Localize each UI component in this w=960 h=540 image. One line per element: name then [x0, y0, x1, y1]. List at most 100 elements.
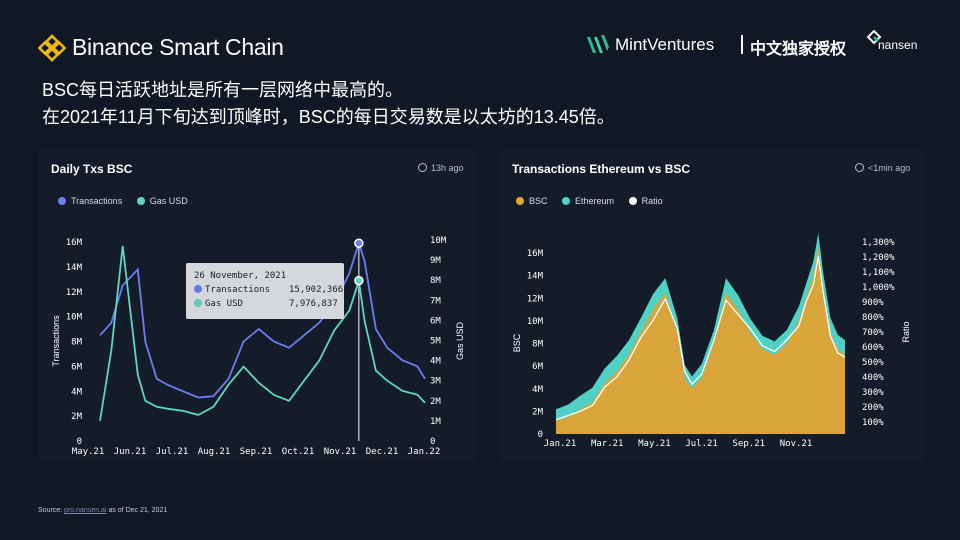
x-tick-label: May.21	[638, 439, 671, 449]
y2-tick-label: 2M	[430, 397, 441, 407]
y2-tick-label: 500%	[862, 358, 884, 368]
bsc-logo-icon	[38, 34, 66, 62]
chart-legend: BSC Ethereum Ratio	[516, 196, 675, 206]
legend-item-ethereum[interactable]: Ethereum	[562, 196, 614, 206]
x-tick-label: Aug.21	[198, 447, 231, 457]
mint-ventures-logo-icon	[587, 35, 609, 53]
exclusive-label: 中文独家授权	[750, 41, 847, 58]
chart-legend: Transactions Gas USD	[58, 196, 200, 206]
series-area-bsc	[556, 247, 845, 434]
daily-txs-panel: Daily Txs BSC 13h ago Transactions Gas U…	[38, 150, 476, 462]
y2-tick-label: 600%	[862, 343, 884, 353]
panel-title: Transactions Ethereum vs BSC	[512, 162, 691, 176]
x-tick-label: Mar.21	[591, 439, 624, 449]
y2-axis-title: Gas USD	[455, 321, 465, 360]
y2-tick-label: 200%	[862, 403, 884, 413]
y2-tick-label: 3M	[430, 377, 441, 387]
clock-icon	[855, 163, 864, 172]
x-tick-label: Jul.21	[685, 439, 718, 449]
nansen-logo-icon	[866, 30, 882, 45]
page-header: Binance Smart Chain MintVentures 中文独家授权 …	[0, 0, 960, 70]
tooltip-dot-icon	[194, 299, 202, 307]
source-note: Source: pro.nansen.ai as of Dec 21, 2021	[38, 507, 168, 514]
series-line-ratio	[555, 256, 846, 421]
legend-item-ratio[interactable]: Ratio	[628, 196, 663, 206]
x-tick-label: Jan.22	[408, 447, 441, 457]
series-line-gas-usd	[99, 245, 426, 422]
x-tick-label: Oct.21	[282, 447, 315, 457]
y-tick-label: 2M	[532, 407, 543, 417]
y-tick-label: 4M	[532, 385, 543, 395]
y-tick-label: 16M	[66, 238, 83, 248]
partner-name: MintVentures	[615, 35, 715, 54]
hover-point-transactions	[354, 238, 364, 248]
y2-tick-label: 5M	[430, 337, 441, 347]
legend-dot-icon	[136, 197, 145, 205]
y2-axis-title: Ratio	[901, 321, 911, 342]
legend-item-gas-usd[interactable]: Gas USD	[136, 196, 188, 206]
y2-tick-label: 10M	[430, 236, 447, 246]
y2-tick-label: 8M	[430, 276, 441, 286]
y2-tick-label: 300%	[862, 388, 884, 398]
nansen-name: nansen	[878, 38, 918, 52]
y-tick-label: 6M	[532, 362, 543, 372]
clock-icon	[418, 163, 427, 172]
legend-item-transactions[interactable]: Transactions	[58, 196, 122, 206]
y2-tick-label: 1,300%	[862, 238, 895, 248]
y-tick-label: 14M	[66, 263, 83, 273]
hover-point-gas-usd	[354, 275, 364, 286]
y2-tick-label: 1,000%	[862, 283, 895, 293]
y-tick-label: 10M	[527, 317, 544, 327]
tooltip-dot-icon	[194, 285, 202, 293]
x-tick-label: Jun.21	[114, 447, 147, 457]
y-tick-label: 0	[538, 430, 543, 440]
y2-tick-label: 700%	[862, 328, 884, 338]
updated-label: 13h ago	[418, 163, 464, 173]
legend-item-bsc[interactable]: BSC	[516, 196, 548, 206]
brand-title: Binance Smart Chain	[72, 34, 284, 60]
header-divider	[741, 35, 743, 54]
y-tick-label: 2M	[71, 412, 82, 422]
y2-tick-label: 1,200%	[862, 253, 895, 263]
y2-tick-label: 4M	[430, 357, 441, 367]
updated-label: <1min ago	[855, 163, 910, 173]
tooltip-row-transactions: Transactions 15,902,366	[194, 283, 343, 297]
y-tick-label: 12M	[527, 294, 544, 304]
y-tick-label: 16M	[527, 249, 544, 259]
x-tick-label: Jul.21	[156, 447, 189, 457]
y2-tick-label: 0	[430, 437, 435, 447]
y-tick-label: 10M	[66, 313, 83, 323]
headline: BSC每日活跃地址是所有一层网络中最高的。 在2021年11月下旬达到顶峰时，B…	[42, 77, 615, 131]
y2-tick-label: 800%	[862, 313, 884, 323]
tooltip-date: 26 November, 2021	[194, 271, 287, 281]
x-tick-label: Dec.21	[366, 447, 399, 457]
y-tick-label: 12M	[66, 288, 83, 298]
legend-dot-icon	[562, 197, 571, 205]
x-tick-label: Nov.21	[780, 439, 813, 449]
x-tick-label: May.21	[72, 447, 105, 457]
y-tick-label: 14M	[527, 272, 544, 282]
tooltip-row-gas-usd: Gas USD 7,976,837	[194, 297, 338, 311]
y-tick-label: 8M	[71, 338, 82, 348]
legend-dot-icon	[58, 197, 66, 205]
legend-dot-icon	[628, 197, 637, 205]
y2-tick-label: 100%	[862, 418, 884, 428]
legend-dot-icon	[516, 197, 524, 205]
y2-tick-label: 6M	[430, 316, 441, 326]
y2-tick-label: 900%	[862, 298, 884, 308]
y-tick-label: 4M	[71, 387, 82, 397]
y-tick-label: 0	[77, 437, 82, 447]
chart-tooltip: 26 November, 2021 Transactions 15,902,366…	[186, 263, 344, 319]
source-link[interactable]: pro.nansen.ai	[64, 507, 107, 514]
x-tick-label: Nov.21	[324, 447, 357, 457]
headline-line-2: 在2021年11月下旬达到顶峰时，BSC的每日交易数是以太坊的13.45倍。	[42, 107, 615, 127]
y-axis-title: BSC	[512, 333, 522, 352]
y-tick-label: 6M	[71, 362, 82, 372]
x-tick-label: Sep.21	[240, 447, 273, 457]
x-tick-label: Sep.21	[733, 439, 766, 449]
series-line-transactions	[99, 240, 426, 399]
y2-tick-label: 9M	[430, 256, 441, 266]
y2-tick-label: 400%	[862, 373, 884, 383]
y-tick-label: 8M	[532, 340, 543, 350]
